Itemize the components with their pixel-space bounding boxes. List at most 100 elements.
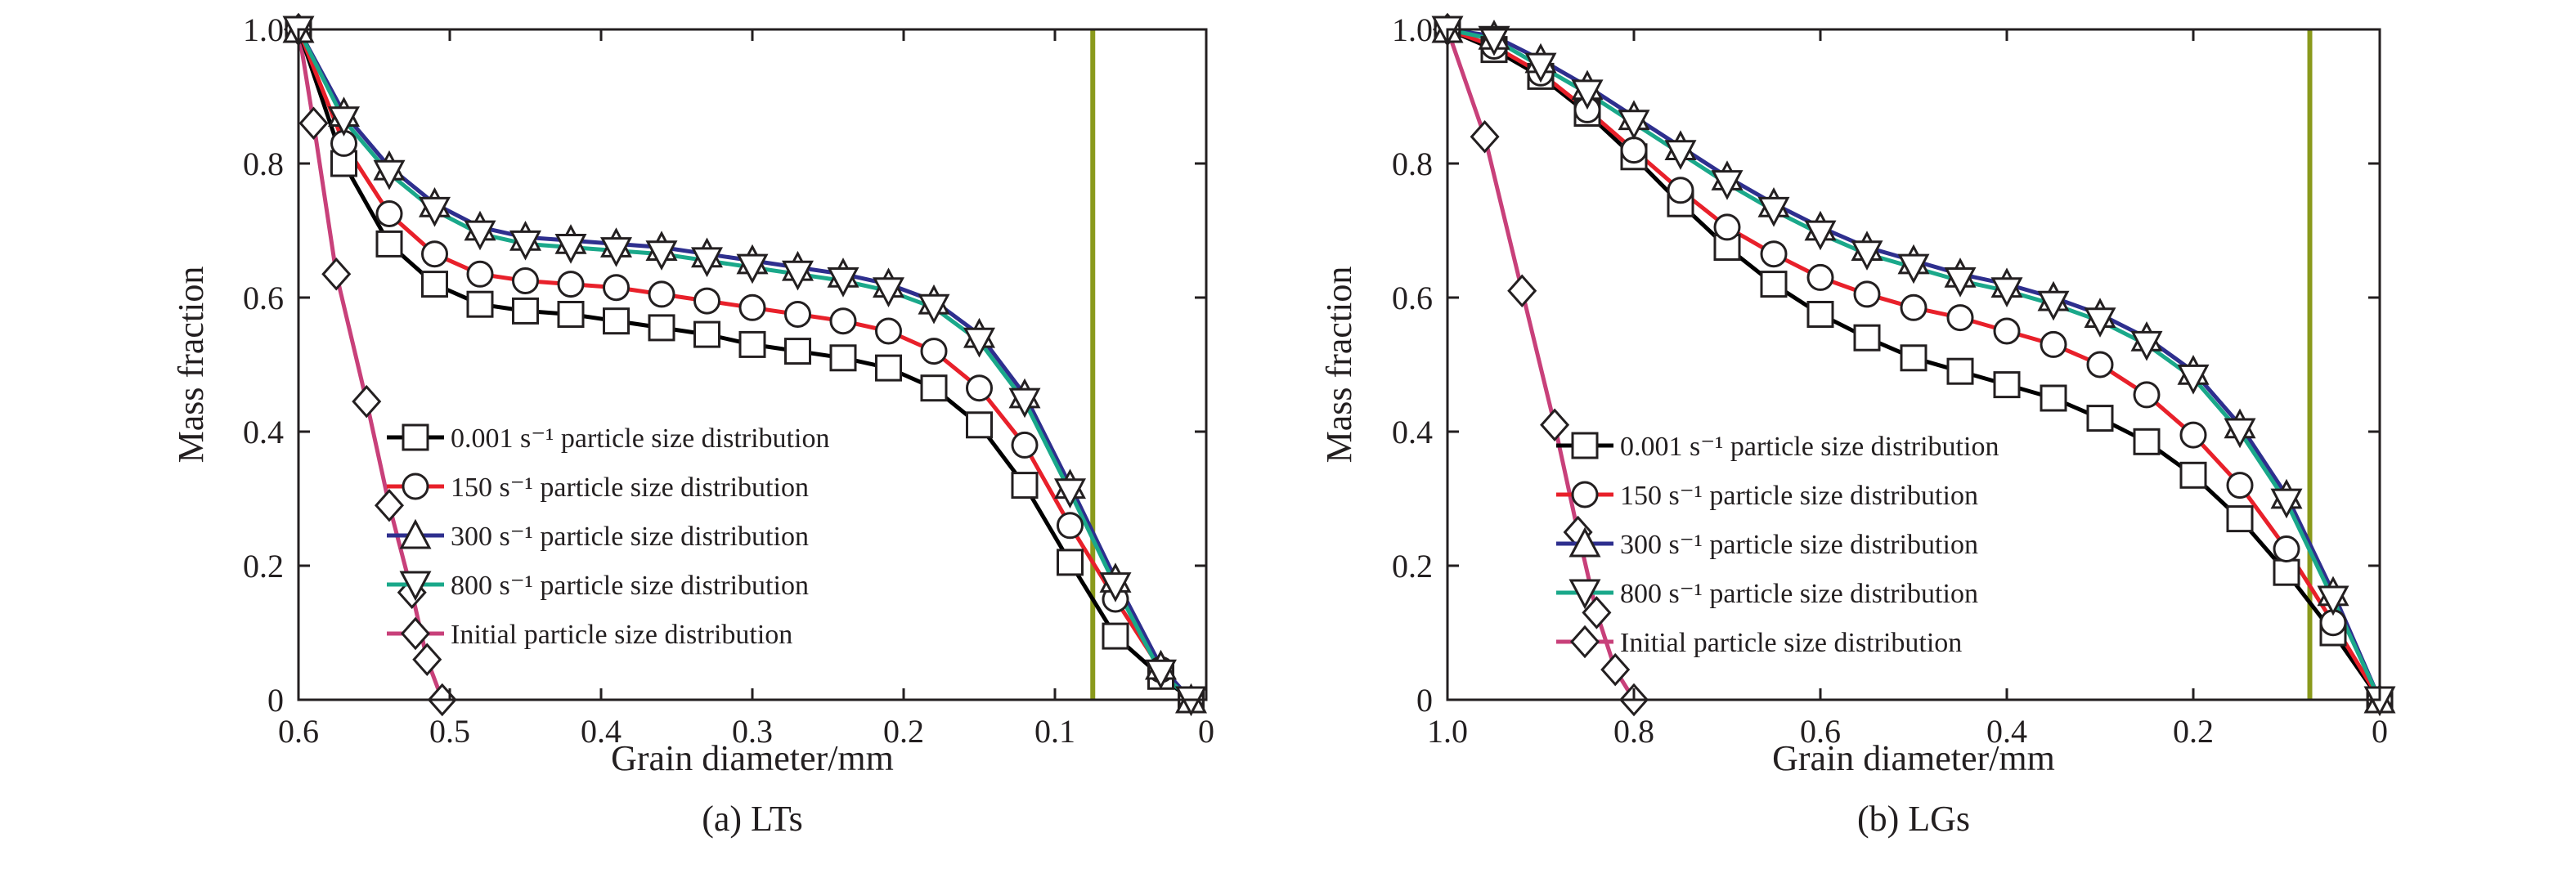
data-point <box>782 260 814 291</box>
legend-marker <box>1568 526 1601 558</box>
series-markers <box>1434 16 2394 714</box>
data-point <box>352 384 382 419</box>
data-point <box>784 338 811 365</box>
data-point <box>1667 177 1694 204</box>
data-point <box>738 293 766 321</box>
data-point <box>693 320 720 348</box>
legend: 0.001 s⁻¹ particle size distribution 150 … <box>387 423 829 651</box>
legend-marker <box>400 616 431 651</box>
x-tick-label: 0.4 <box>1986 713 2027 750</box>
data-point <box>2273 558 2300 586</box>
data-point <box>875 317 902 345</box>
data-point <box>466 260 494 288</box>
data-point <box>2317 585 2349 616</box>
legend: 0.001 s⁻¹ particle size distribution 150 … <box>1556 432 1999 659</box>
data-point <box>1618 110 1650 140</box>
data-point <box>2130 330 2163 361</box>
data-point <box>1540 408 1570 442</box>
legend-marker <box>1569 625 1600 659</box>
data-point <box>464 220 496 251</box>
data-point <box>512 297 539 325</box>
data-point <box>298 106 329 141</box>
y-tick-label: 1.0 <box>243 11 284 48</box>
legend-label: 150 s⁻¹ particle size distribution <box>1620 481 1978 511</box>
legend-label: Initial particle size distribution <box>451 620 792 650</box>
data-point <box>1944 267 1977 298</box>
data-point <box>2270 488 2303 519</box>
data-point <box>466 290 494 318</box>
data-point <box>1099 572 1132 602</box>
data-point <box>648 314 675 342</box>
y-tick-label: 0.6 <box>243 280 284 316</box>
legend-label: Initial particle size distribution <box>1620 628 1962 658</box>
data-point <box>691 247 723 278</box>
y-tick-label: 0 <box>267 682 284 719</box>
y-tick-label: 0.2 <box>1392 548 1433 585</box>
data-point <box>419 196 451 227</box>
data-point <box>873 277 904 307</box>
data-point <box>1990 277 2023 307</box>
series-markers <box>282 16 1207 717</box>
data-point <box>421 240 448 268</box>
data-point <box>412 643 442 677</box>
data-point <box>321 258 352 291</box>
data-point <box>328 106 360 137</box>
plot-frame <box>1446 28 2381 701</box>
chart-panel-lgs: 1.0 0.8 0.6 0.4 0.2 0 0 0.2 0.4 0.6 0.8 1.0 Grain di… <box>1319 11 2396 839</box>
y-tick-label: 0.6 <box>1392 280 1433 316</box>
legend-marker <box>1571 432 1599 459</box>
data-point <box>1804 220 1837 251</box>
data-point <box>693 287 720 315</box>
data-point <box>1102 622 1129 650</box>
x-tick-label: 1.0 <box>1427 713 1468 750</box>
data-point <box>373 159 406 190</box>
legend-marker <box>402 423 429 451</box>
data-point <box>603 307 630 335</box>
series-markers <box>285 16 1205 714</box>
x-axis-label: Grain diameter/mm <box>611 738 894 778</box>
data-point <box>918 293 950 325</box>
legend-label: 800 s⁻¹ particle size distribution <box>451 571 809 601</box>
data-point <box>557 301 585 328</box>
data-point <box>1993 317 2021 345</box>
data-point <box>1806 263 1834 291</box>
data-point <box>875 354 902 382</box>
data-point <box>2226 472 2254 499</box>
data-point <box>1900 344 1928 372</box>
data-point <box>2133 381 2161 409</box>
data-point <box>1711 170 1744 200</box>
legend-marker <box>399 518 432 549</box>
legend-label: 300 s⁻¹ particle size distribution <box>1620 530 1978 560</box>
series-markers <box>283 12 457 717</box>
data-point <box>554 234 587 264</box>
data-point <box>2179 461 2207 489</box>
y-tick-label: 0.4 <box>243 414 284 450</box>
y-tick-label: 0.8 <box>1392 146 1433 182</box>
data-point <box>1897 253 1930 284</box>
y-tick-label: 1.0 <box>1392 11 1433 48</box>
data-point <box>1853 324 1881 352</box>
data-point <box>2037 290 2070 321</box>
x-tick-label: 0 <box>2372 713 2388 750</box>
x-tick-label: 0.5 <box>429 713 470 750</box>
x-tick-label: 0.4 <box>581 713 622 750</box>
data-point <box>1713 213 1741 241</box>
data-point <box>1145 659 1177 690</box>
data-point <box>512 267 539 294</box>
legend-label: 150 s⁻¹ particle size distribution <box>451 473 809 503</box>
x-axis-label: Grain diameter/mm <box>1772 738 2055 778</box>
data-point <box>1900 293 1928 321</box>
data-point <box>2084 307 2116 338</box>
data-point <box>1470 119 1500 154</box>
series-markers <box>1431 16 2396 717</box>
data-point <box>2224 418 2256 449</box>
x-tick-label: 0.8 <box>1613 713 1654 750</box>
data-point <box>829 307 857 335</box>
series-markers <box>282 12 1207 714</box>
legend-label: 0.001 s⁻¹ particle size distribution <box>1620 432 1999 462</box>
data-point <box>1582 596 1612 629</box>
data-point <box>1057 512 1084 540</box>
data-point <box>784 301 811 328</box>
data-point <box>2086 405 2114 432</box>
legend-marker <box>399 571 432 602</box>
